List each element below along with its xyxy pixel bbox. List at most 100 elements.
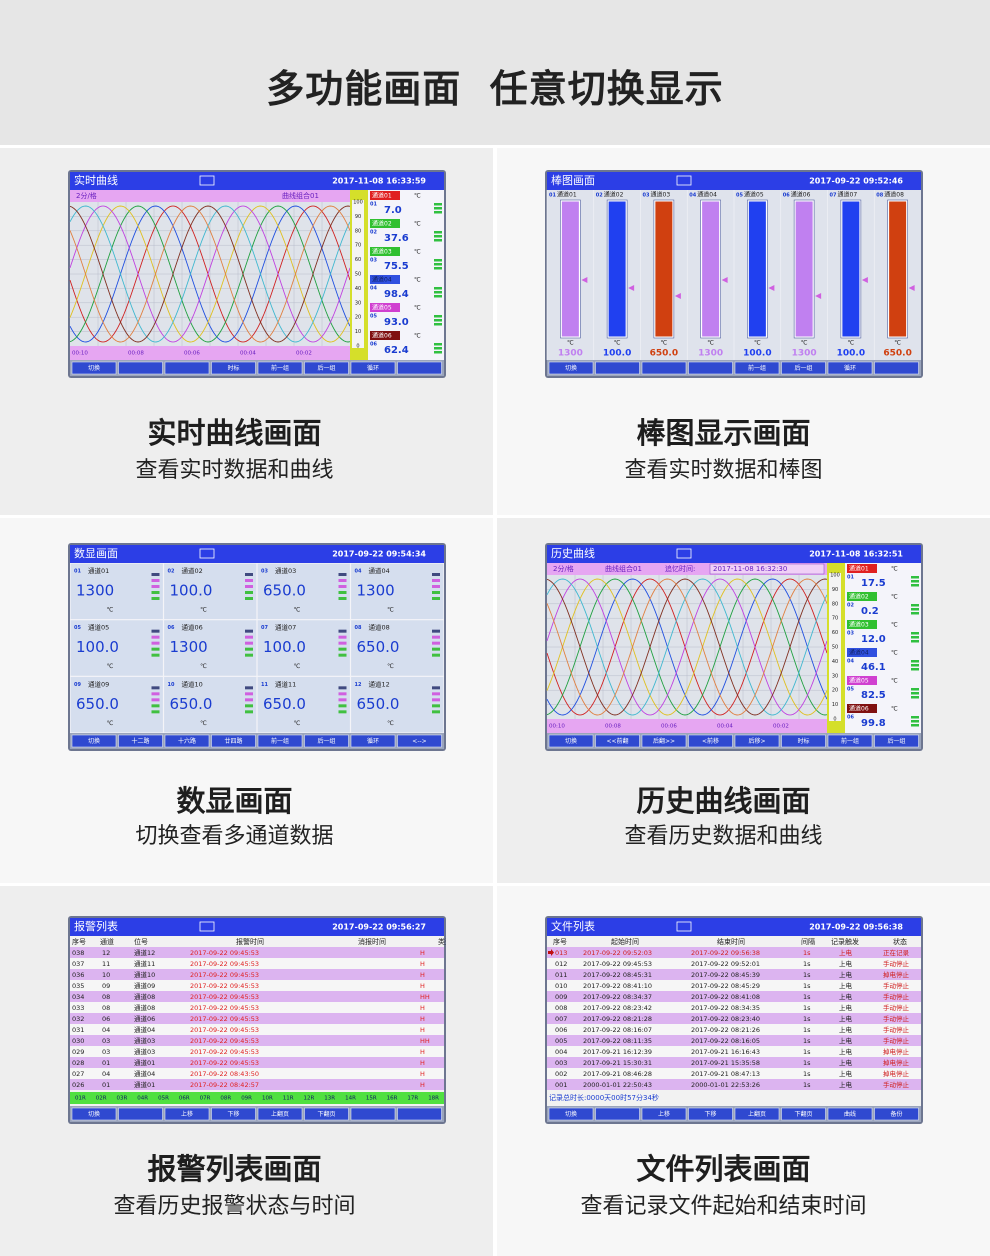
scale-label: 60 [355,257,361,263]
scale-label: 80 [832,601,838,607]
level-tick [245,597,253,600]
soft-button [164,361,210,375]
table-cell: 2017-09-22 09:45:53 [190,1037,259,1045]
alarm-marker [581,277,588,283]
level-tick [151,710,160,714]
soft-button [397,1107,442,1121]
channel-value: 1300 [357,582,395,600]
recall-box [709,563,825,575]
button-bar [70,733,444,749]
soft-button [874,1107,919,1121]
channel-unit: ℃ [107,663,114,670]
table-cell: 通道10 [134,970,155,979]
table-cell: 2017-09-22 09:56:38 [691,949,760,957]
level-tick [911,632,919,635]
level-tick [434,235,442,238]
title-bar [547,172,921,190]
channel-label: 通道12 [369,679,390,688]
table-cell: H [420,949,425,957]
table-cell: 002 [555,1070,567,1078]
table-cell: 2017-09-21 16:12:39 [583,1048,652,1056]
level-tick [151,635,160,639]
channel-unit: ℃ [891,677,898,684]
soft-button-label: <--> [412,738,426,745]
level-tick [432,573,440,576]
level-tick [245,686,253,690]
soft-button-label: 下移 [227,1110,239,1118]
soft-button [827,734,873,748]
level-tick [432,585,440,588]
table-cell: 1s [803,993,811,1001]
table-cell: 03 [102,1048,110,1056]
soft-button-label: 后一组 [887,737,905,745]
scale-label: 10 [355,329,361,335]
level-tick [245,629,253,633]
scale-label: 50 [832,645,838,651]
level-tick [151,641,160,645]
channel-num: 05 [736,193,743,199]
channel-unit: ℃ [891,621,898,628]
channel-num: 02 [370,230,377,236]
table-cell: 2017-09-21 15:30:31 [583,1059,652,1067]
table-cell: H [420,1081,425,1089]
level-tick [338,579,347,582]
screen-title: 棒图画面 [551,173,595,187]
channel-num: 03 [847,631,854,637]
channel-num: 04 [370,286,377,292]
channel-label: 通道08 [369,623,390,632]
level-tick [338,591,347,594]
level-tick [245,698,253,702]
level-tick [151,653,160,657]
table-row [70,1035,444,1046]
table-cell: 上电 [839,970,853,979]
trend-curve [546,578,828,716]
channel-value: 650.0 [263,582,306,600]
table-row [70,1024,444,1035]
table-cell: 通道12 [134,948,155,957]
channel-label: 通道02 [849,592,869,600]
channel-label-box [847,564,877,573]
soft-button [257,361,303,375]
channel-cell [164,563,257,620]
status-icon [676,548,692,559]
table-cell: 1s [803,1081,811,1089]
level-tick [151,585,160,588]
alarm-marker [861,277,868,283]
trend-curve [546,578,828,716]
scale-label: 40 [832,659,838,665]
soft-button [827,1107,873,1121]
scale-label: 100 [353,200,363,206]
table-row [70,947,444,958]
table-cell: 2017-09-22 08:45:29 [691,982,760,990]
soft-button [164,1107,210,1121]
soft-button-label: 上翻页 [748,1110,766,1118]
table-cell: 2017-09-21 08:46:28 [583,1070,652,1078]
channel-num: 01 [549,193,556,199]
channel-value: 99.8 [861,718,886,729]
level-tick [151,579,160,582]
level-tick [338,635,347,639]
soft-button [118,1107,163,1121]
channel-unit: ℃ [414,192,421,199]
trend-curve [69,205,351,343]
table-cell: HH [420,993,430,1001]
level-tick [432,698,440,702]
channel-label: 通道09 [88,679,109,688]
table-cell: 2017-09-22 09:45:53 [190,1026,259,1034]
table-cell: 011 [555,971,567,979]
channel-label: 通道08 [884,191,904,199]
channel-value: 1300 [698,349,723,359]
trend-curve [69,205,351,343]
table-row [70,958,444,969]
current-arrow [548,949,554,956]
table-row [70,1046,444,1057]
level-tick [434,319,442,322]
panel-caption: 数显画面 [176,784,293,818]
panel-caption: 文件列表画面 [636,1152,811,1186]
table-cell: 1s [803,1015,811,1023]
level-tick [151,698,160,702]
panel-caption: 报警列表画面 [147,1152,322,1186]
soft-button-label: 切换 [565,1110,577,1118]
panel-subcaption: 切换查看多通道数据 [135,824,334,849]
channel-value: 82.5 [861,690,886,701]
